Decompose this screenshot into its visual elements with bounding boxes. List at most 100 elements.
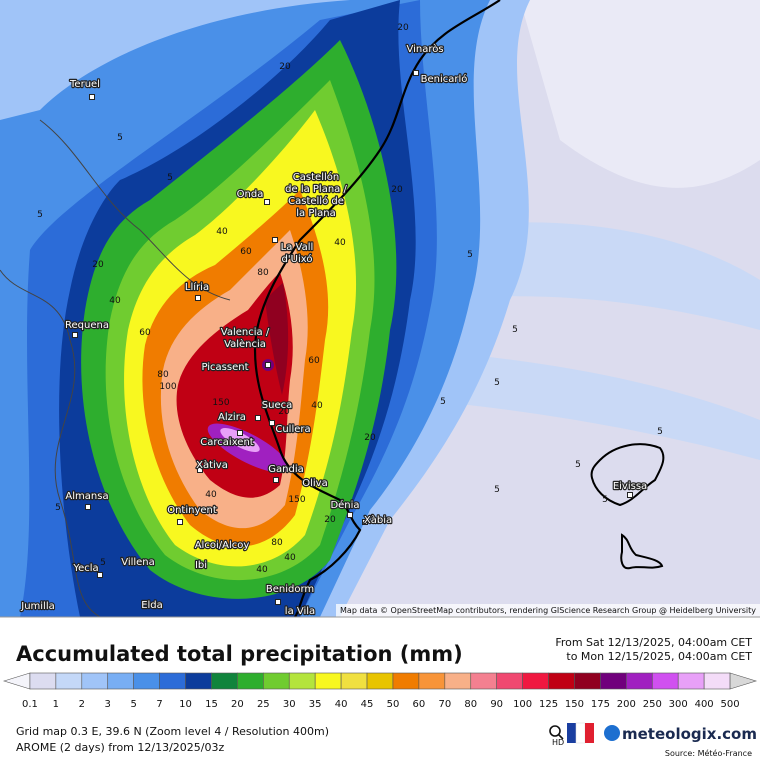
legend-label: 15 xyxy=(205,699,218,710)
city-dot xyxy=(272,237,278,243)
legend-swatch xyxy=(133,672,160,690)
contour-label: 40 xyxy=(216,227,228,237)
city-label: Alzira xyxy=(218,412,246,423)
legend-swatch xyxy=(81,672,109,690)
city-dot xyxy=(264,199,270,205)
model-info: AROME (2 days) from 12/13/2025/03z xyxy=(16,741,225,754)
city-label: d'Uixó xyxy=(282,253,313,265)
city-label: Requena xyxy=(65,320,109,331)
legend-label: 90 xyxy=(490,699,503,710)
contour-label: 5 xyxy=(494,485,500,495)
city-label: Benidorm xyxy=(266,584,314,595)
legend-swatch xyxy=(211,672,238,690)
legend-swatch xyxy=(237,672,264,690)
legend-label: 0.1 xyxy=(22,699,38,710)
legend-swatch xyxy=(314,672,342,690)
city-label: Carcaixent xyxy=(200,437,254,448)
contour-label: 5 xyxy=(494,378,500,388)
city-label: Onda xyxy=(237,189,264,200)
legend-arrow xyxy=(729,672,758,690)
contour-label: 40 xyxy=(109,296,121,306)
coastline xyxy=(253,0,501,618)
contour-label: 40 xyxy=(284,553,296,563)
legend-label: 3 xyxy=(105,699,111,710)
city-label: La Vall xyxy=(281,242,314,253)
island-formentera xyxy=(620,533,664,570)
city-label: Eivissa xyxy=(613,481,647,492)
island-ibiza xyxy=(590,443,665,507)
legend-label: 7 xyxy=(156,699,162,710)
contour-label: 20 xyxy=(364,433,376,443)
legend-swatch xyxy=(444,672,472,690)
city-dot xyxy=(273,477,279,483)
city-label: de la Plana / xyxy=(285,184,347,195)
contour-label: 5 xyxy=(55,503,61,513)
legend-swatch xyxy=(107,672,134,690)
city-label: Gandia xyxy=(268,464,303,475)
contour-label: 5 xyxy=(37,210,43,220)
precip-area-175 xyxy=(265,283,289,395)
contour-label: 20 xyxy=(279,62,291,72)
legend-label: 400 xyxy=(695,699,714,710)
legend-label: 100 xyxy=(513,699,532,710)
flag-blue xyxy=(567,723,576,743)
grid-info: Grid map 0.3 E, 39.6 N (Zoom level 4 / R… xyxy=(16,725,329,738)
legend-label: 50 xyxy=(387,699,400,710)
contour-label: 5 xyxy=(167,173,173,183)
flag-red xyxy=(585,723,594,743)
region-border xyxy=(39,119,231,301)
city-label: Alcoi/Alcoy xyxy=(195,540,250,551)
legend-label: 40 xyxy=(335,699,348,710)
city-label: Castelló de xyxy=(288,195,344,207)
legend-label: 250 xyxy=(643,699,662,710)
legend-swatch xyxy=(626,672,653,690)
legend-swatch xyxy=(677,672,705,690)
city-dot xyxy=(347,512,353,518)
contour-label: 5 xyxy=(117,133,123,143)
legend-label: 150 xyxy=(565,699,584,710)
city-label: Valencia / xyxy=(221,327,270,338)
contour-labels: 2020520404060804020556080100150204060205… xyxy=(37,23,663,575)
contour-label: 5 xyxy=(100,558,106,568)
city-dot xyxy=(265,362,271,368)
legend-swatch xyxy=(651,672,679,690)
city-label: Ontinyent xyxy=(167,505,217,516)
contour-label: 150 xyxy=(212,398,229,408)
brand-logo xyxy=(604,725,620,741)
contour-label: 20 xyxy=(397,23,409,33)
contour-label: 80 xyxy=(271,538,283,548)
city-label: Villena xyxy=(121,557,155,568)
legend-swatch xyxy=(548,672,575,690)
title: Accumulated total precipitation (mm) xyxy=(16,642,463,666)
city-dot xyxy=(195,295,201,301)
legend-label: 2 xyxy=(79,699,85,710)
city-label: Ibi xyxy=(195,560,207,571)
legend-label: 300 xyxy=(669,699,688,710)
legend-label: 175 xyxy=(591,699,610,710)
legend-swatch xyxy=(496,672,523,690)
hd-label: HD xyxy=(552,738,564,747)
contour-label: 40 xyxy=(205,490,217,500)
color-legend: 0.1 1 2 3 5 7 10 15 20 25 30 35 40 45 50 60 70 80 90 100 125… xyxy=(2,672,758,710)
legend-swatch xyxy=(392,672,420,690)
legend-label: 5 xyxy=(130,699,136,710)
city-label: la Plana xyxy=(296,208,336,219)
city-label: Almansa xyxy=(65,491,108,502)
contour-label: 20 xyxy=(324,515,336,525)
contour-label: 40 xyxy=(256,565,268,575)
city-label: València xyxy=(224,338,266,350)
source: Source: Météo-France xyxy=(665,748,752,758)
legend-label: 1 xyxy=(53,699,59,710)
city-label: Castellón xyxy=(293,171,339,183)
contour-label: 20 xyxy=(278,407,290,417)
legend-swatch xyxy=(366,672,394,690)
contour-label: 40 xyxy=(311,401,323,411)
period-end: to Mon 12/15/2025, 04:00am CET xyxy=(566,650,752,663)
city-label: Vinaròs xyxy=(406,43,443,55)
contour-label: 80 xyxy=(257,268,269,278)
contour-label: 5 xyxy=(512,325,518,335)
contour-label: 60 xyxy=(139,328,151,338)
contour-label: 60 xyxy=(308,356,320,366)
legend-label: 30 xyxy=(283,699,296,710)
contour-label: 150 xyxy=(288,495,305,505)
